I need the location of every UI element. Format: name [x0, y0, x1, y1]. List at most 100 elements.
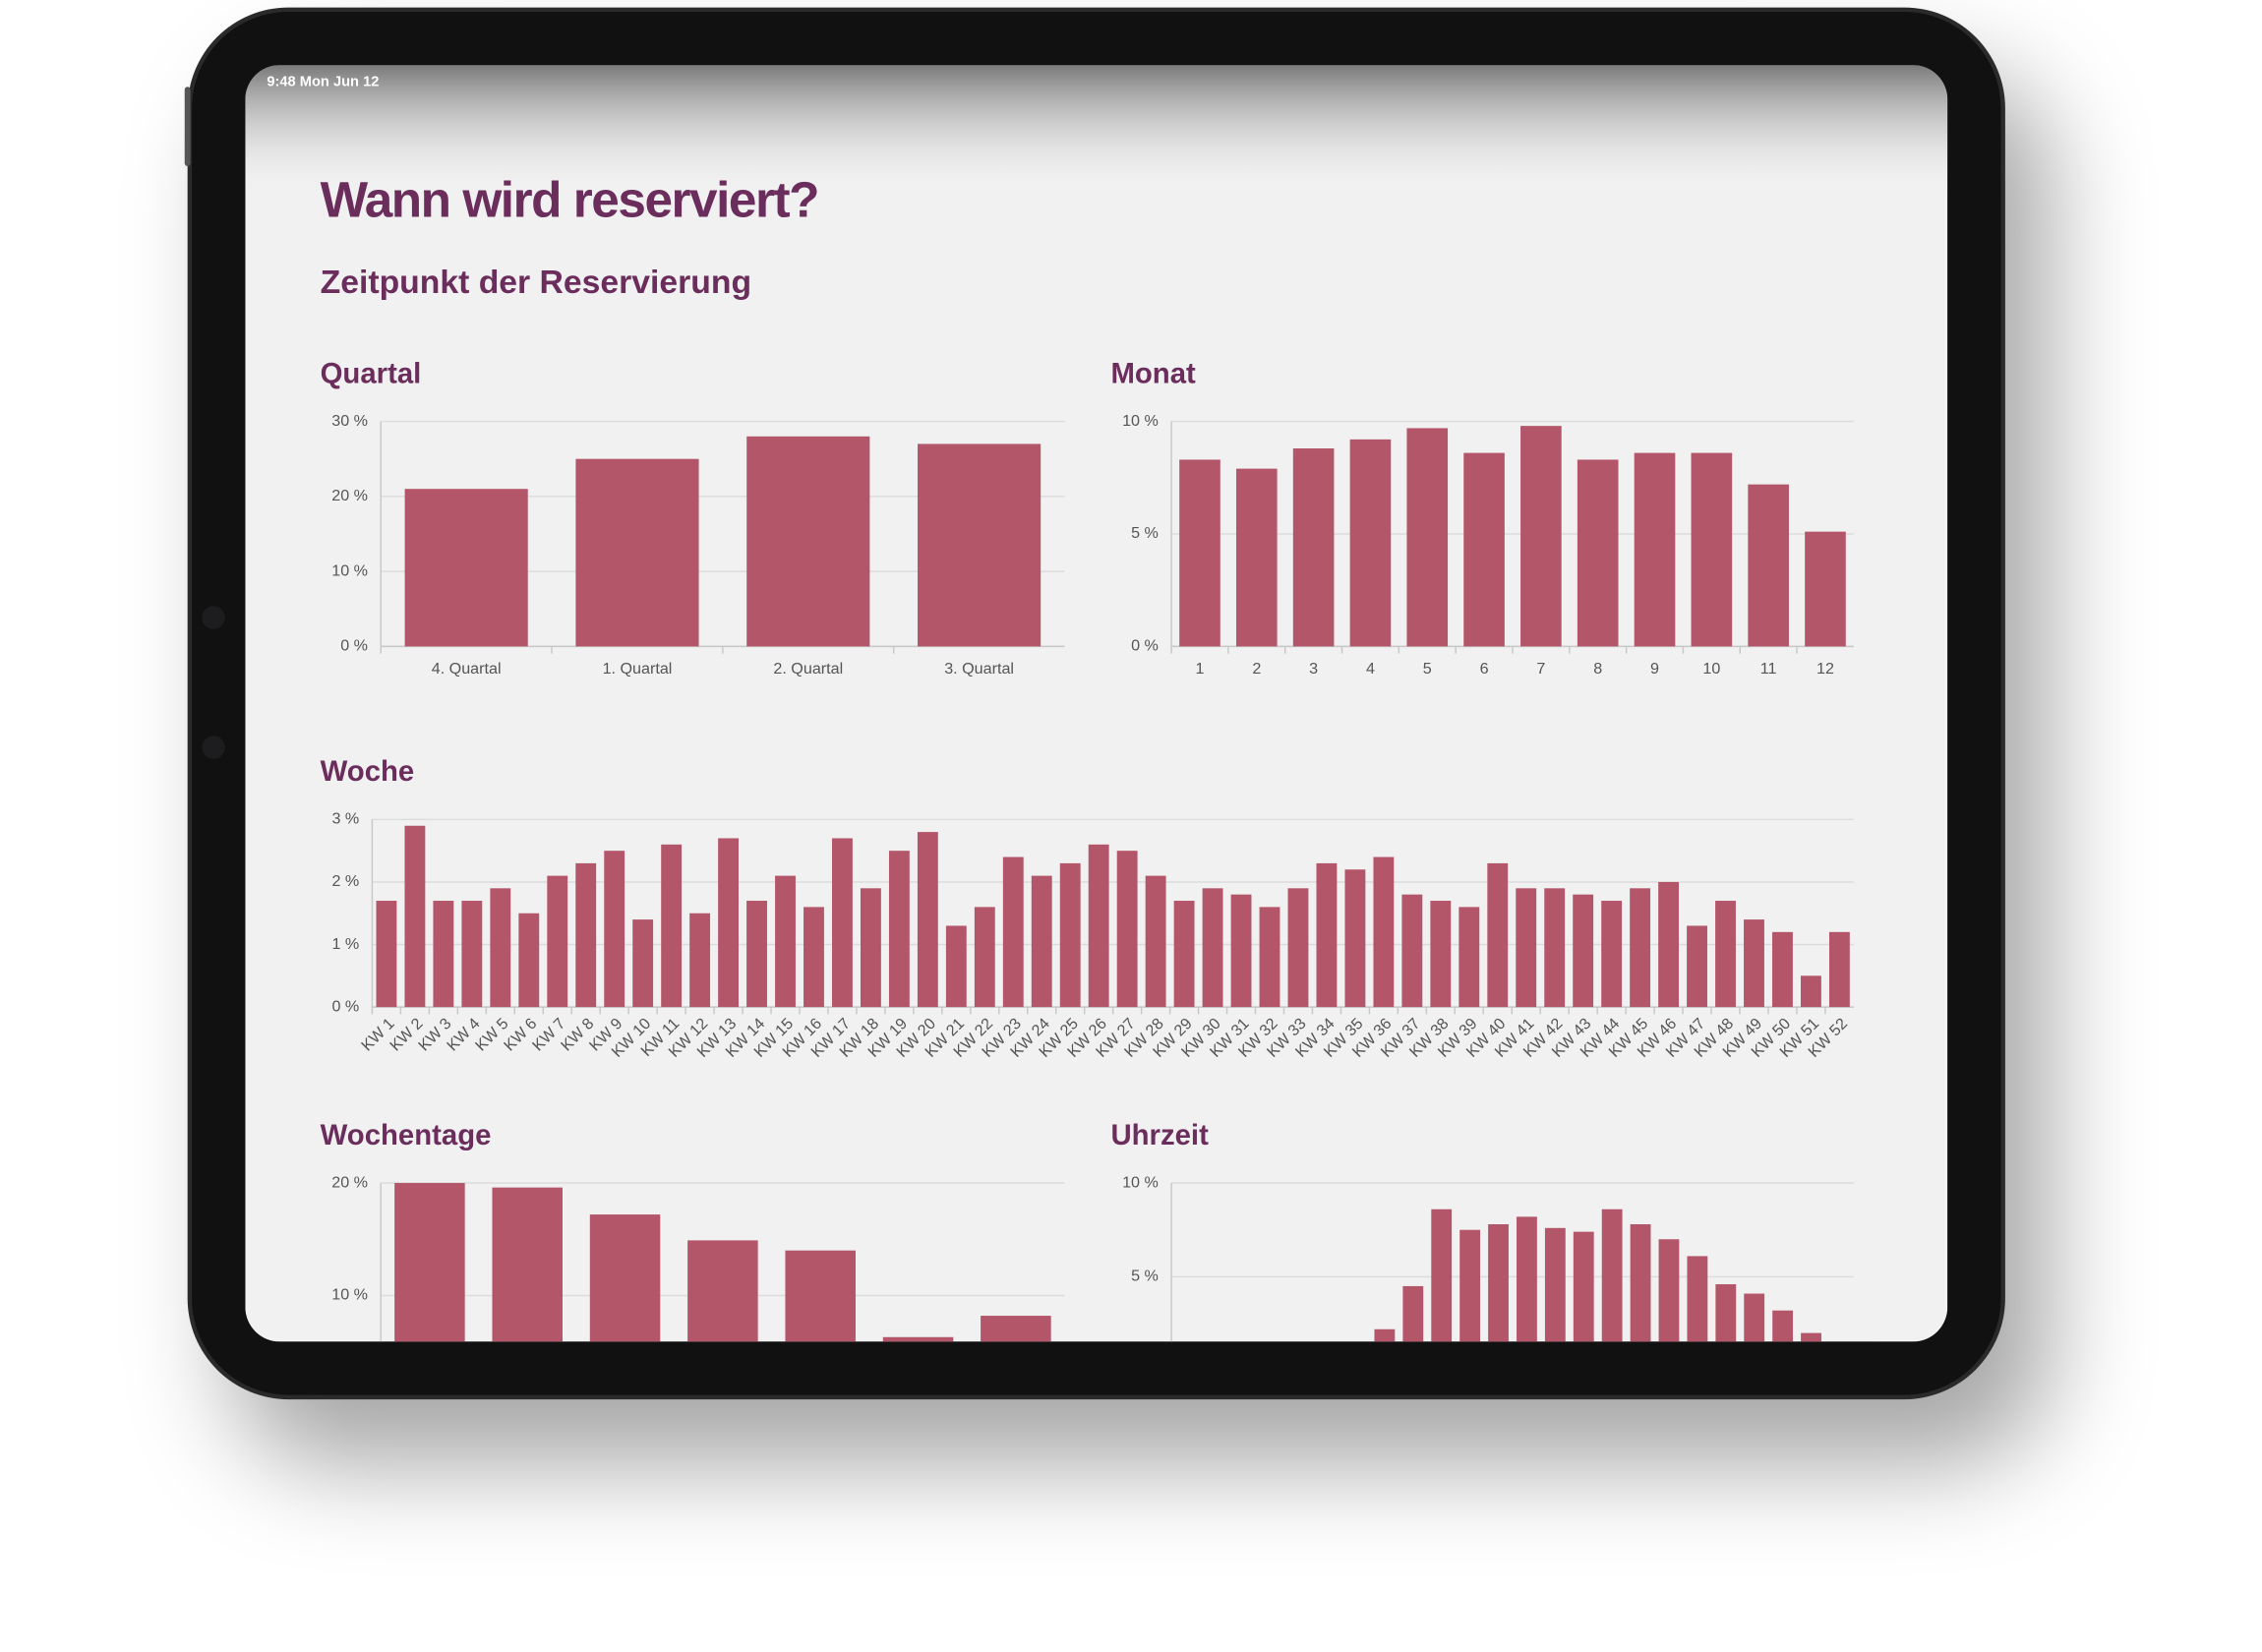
bar	[547, 875, 568, 1008]
bar	[1577, 459, 1619, 647]
bar	[1401, 894, 1423, 1008]
bar	[1634, 452, 1676, 647]
bar	[1202, 888, 1223, 1008]
bar	[661, 844, 683, 1008]
bar	[918, 443, 1042, 647]
bar	[945, 925, 967, 1008]
bar	[1801, 975, 1821, 1008]
bar	[492, 1187, 563, 1342]
bar	[1601, 1209, 1623, 1342]
bar	[1828, 931, 1850, 1008]
x-tick-label: 6	[1480, 660, 1489, 678]
bar	[1088, 844, 1109, 1008]
x-tick-label: 1	[1195, 660, 1204, 678]
x-tick-label: 12	[1816, 660, 1834, 678]
bar	[490, 888, 511, 1008]
y-tick-label: 30 %	[331, 412, 368, 430]
bar	[1430, 901, 1452, 1008]
bar	[1402, 1285, 1424, 1342]
bar	[917, 832, 938, 1008]
x-tick-label: 4. Quartal	[432, 660, 502, 678]
bar	[1544, 1227, 1566, 1342]
x-tick-label: 2	[1252, 660, 1261, 678]
chart-title: Monat	[1110, 357, 1196, 389]
bar	[1744, 1293, 1765, 1342]
bar	[974, 907, 995, 1008]
x-tick-label: 4	[1366, 660, 1375, 678]
sensor	[202, 736, 225, 759]
bar	[1658, 881, 1680, 1008]
status-bar: 9:48 Mon Jun 12	[267, 75, 379, 90]
y-tick-label: 20 %	[331, 487, 368, 504]
bar	[785, 1250, 856, 1342]
bar	[1349, 439, 1392, 647]
bar	[689, 913, 711, 1008]
y-tick-label: 10 %	[331, 1286, 368, 1304]
y-tick-label: 3 %	[331, 810, 359, 828]
x-tick-label: 1. Quartal	[603, 660, 673, 678]
bar	[1173, 901, 1195, 1008]
y-tick-label: 2 %	[331, 872, 359, 890]
bar	[1544, 888, 1566, 1008]
bar	[433, 901, 454, 1008]
bar	[1630, 1223, 1651, 1342]
bar	[1517, 1216, 1537, 1342]
bar	[1463, 452, 1505, 647]
bar	[1002, 856, 1024, 1008]
x-tick-label: 10	[1702, 660, 1720, 678]
camera	[202, 606, 225, 629]
bar	[1520, 426, 1562, 647]
bar	[718, 838, 739, 1008]
bar	[1772, 931, 1793, 1008]
side-button	[184, 87, 191, 166]
bar	[1573, 1231, 1594, 1342]
bar	[376, 901, 397, 1008]
bar	[1687, 1256, 1708, 1342]
x-tick-label: 7	[1536, 660, 1545, 678]
bar	[1431, 1209, 1453, 1342]
bar	[1179, 459, 1220, 647]
x-tick-label: 8	[1593, 660, 1602, 678]
bar	[1487, 862, 1509, 1008]
bar	[632, 919, 654, 1008]
bar	[981, 1316, 1051, 1342]
y-tick-label: 5 %	[1131, 524, 1159, 542]
bar	[1230, 894, 1252, 1008]
bar	[1715, 1284, 1737, 1342]
chart-title: Woche	[321, 755, 415, 788]
y-tick-label: 10 %	[1122, 1173, 1159, 1191]
bar	[804, 907, 824, 1008]
bar	[1691, 452, 1733, 647]
y-tick-label: 10 %	[1122, 412, 1159, 430]
bar	[1031, 875, 1052, 1008]
top-fade	[245, 65, 1948, 196]
screen-bg	[245, 65, 1948, 1342]
bar	[687, 1240, 758, 1342]
bar	[1630, 888, 1651, 1008]
page-subheading: Zeitpunkt der Reservierung	[321, 264, 751, 301]
bar	[1316, 862, 1338, 1008]
x-tick-label: 3	[1309, 660, 1318, 678]
bar	[1772, 1310, 1794, 1342]
bar	[1458, 907, 1480, 1008]
chart-title: Uhrzeit	[1110, 1119, 1209, 1151]
bar	[775, 875, 796, 1008]
bar	[746, 436, 870, 647]
y-tick-label: 5 %	[1131, 1268, 1159, 1285]
x-tick-label: 2. Quartal	[773, 660, 843, 678]
chart-title: Wochentage	[321, 1119, 492, 1151]
bar	[1516, 888, 1537, 1008]
bar	[1459, 1229, 1481, 1342]
bar	[1344, 869, 1366, 1008]
bar	[1801, 1332, 1821, 1342]
y-tick-label: 20 %	[331, 1173, 368, 1191]
x-tick-label: 9	[1650, 660, 1659, 678]
bar	[575, 862, 597, 1008]
bar	[518, 913, 540, 1008]
bar	[1292, 448, 1335, 647]
bar	[604, 851, 625, 1008]
bar	[1116, 851, 1138, 1008]
y-tick-label: 10 %	[331, 561, 368, 579]
bar	[1235, 468, 1278, 647]
